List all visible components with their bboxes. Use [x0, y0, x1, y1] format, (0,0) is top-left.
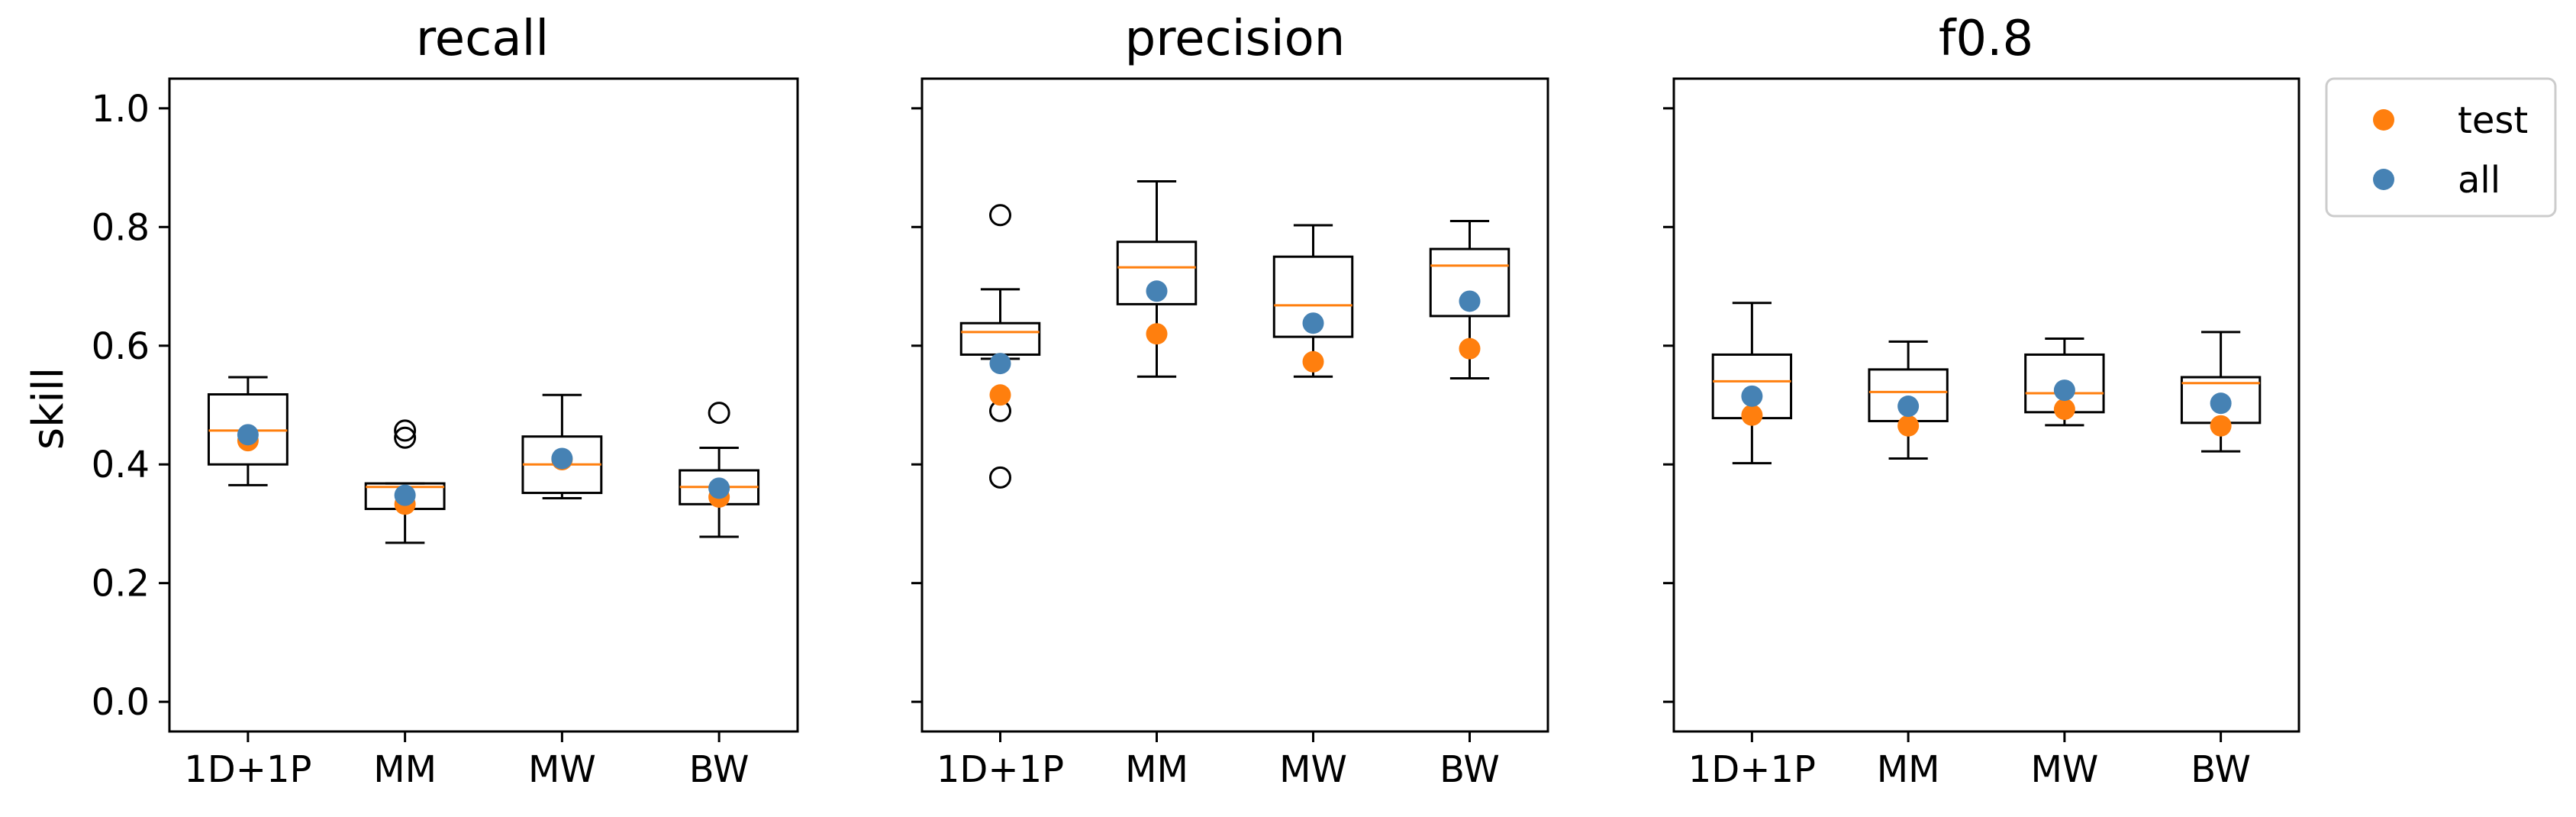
- legend-marker-test: [2373, 109, 2394, 131]
- panel-title-f0.8: f0.8: [1939, 11, 2033, 67]
- all-point: [2210, 392, 2232, 415]
- test-point: [1146, 323, 1168, 345]
- x-tick-label: MM: [373, 748, 437, 791]
- y-axis-label: skill: [24, 367, 73, 450]
- test-point: [2053, 398, 2075, 420]
- x-tick-label: MW: [528, 748, 596, 791]
- box-iqr: [1429, 247, 1510, 318]
- all-point: [1897, 396, 1920, 418]
- outlier-point: [394, 426, 417, 449]
- y-tick-label: 1.0: [92, 88, 150, 131]
- test-point: [1459, 337, 1481, 360]
- all-point: [708, 477, 730, 499]
- plot-area-recall: 0.0 0.2 0.4 0.6 0.8 1.0 1D+1P MM MW BW: [92, 77, 799, 791]
- outlier-point: [708, 402, 730, 425]
- x-tick-label: 1D+1P: [184, 748, 311, 791]
- axes-frame: [920, 77, 1549, 733]
- test-point: [989, 384, 1011, 406]
- y-tick-label: 0.0: [92, 681, 150, 724]
- all-point: [1302, 312, 1324, 334]
- test-point: [1897, 415, 1920, 437]
- plot-area-precision: 1D+1P MM MW BW: [911, 77, 1549, 791]
- panel-title-precision: precision: [1125, 11, 1346, 67]
- test-point: [1741, 404, 1763, 426]
- box-iqr: [207, 393, 289, 466]
- all-point: [237, 424, 259, 446]
- x-tick-label: MM: [1125, 748, 1188, 791]
- legend-label-test: test: [2458, 99, 2528, 142]
- outlier-point: [394, 419, 417, 442]
- all-point: [551, 447, 573, 470]
- all-point: [989, 353, 1011, 375]
- panel-f0.8: f0.8 1D+1P MM MW BW: [1663, 11, 2300, 791]
- legend-marker-all: [2373, 169, 2394, 190]
- x-tick-label: 1D+1P: [937, 748, 1064, 791]
- outlier-point: [989, 204, 1011, 227]
- legend: test all: [2325, 77, 2557, 218]
- legend-label-all: all: [2458, 159, 2500, 202]
- all-point: [1459, 290, 1481, 312]
- all-point: [1741, 385, 1763, 407]
- all-point: [1146, 280, 1168, 302]
- plot-area-f0.8: 1D+1P MM MW BW: [1663, 77, 2300, 791]
- x-tick-label: BW: [1440, 748, 1500, 791]
- all-point: [2053, 379, 2075, 402]
- y-tick-label: 0.8: [92, 206, 150, 249]
- x-tick-label: BW: [689, 748, 750, 791]
- y-tick-label: 0.6: [92, 325, 150, 368]
- panel-precision: precision 1D+1P MM MW BW: [911, 11, 1549, 791]
- x-tick-label: MW: [2030, 748, 2098, 791]
- outlier-point: [989, 466, 1011, 489]
- box-iqr: [1116, 241, 1198, 305]
- panel-title-recall: recall: [416, 11, 549, 67]
- test-point: [1302, 350, 1324, 373]
- box-iqr: [959, 321, 1041, 356]
- y-tick-label: 0.4: [92, 444, 150, 486]
- x-tick-label: MW: [1279, 748, 1347, 791]
- box-iqr: [1272, 255, 1354, 338]
- test-point: [2210, 415, 2232, 437]
- x-tick-label: MM: [1877, 748, 1940, 791]
- all-point: [394, 484, 416, 506]
- x-tick-label: BW: [2191, 748, 2251, 791]
- axes-frame: [1672, 77, 2300, 733]
- axes-frame: [168, 77, 799, 733]
- y-tick-label: 0.2: [92, 563, 150, 605]
- x-tick-label: 1D+1P: [1688, 748, 1816, 791]
- panel-recall: recall 0.0 0.2 0.4 0.6 0.8 1.0 1D+1P MM MW BW: [92, 11, 799, 791]
